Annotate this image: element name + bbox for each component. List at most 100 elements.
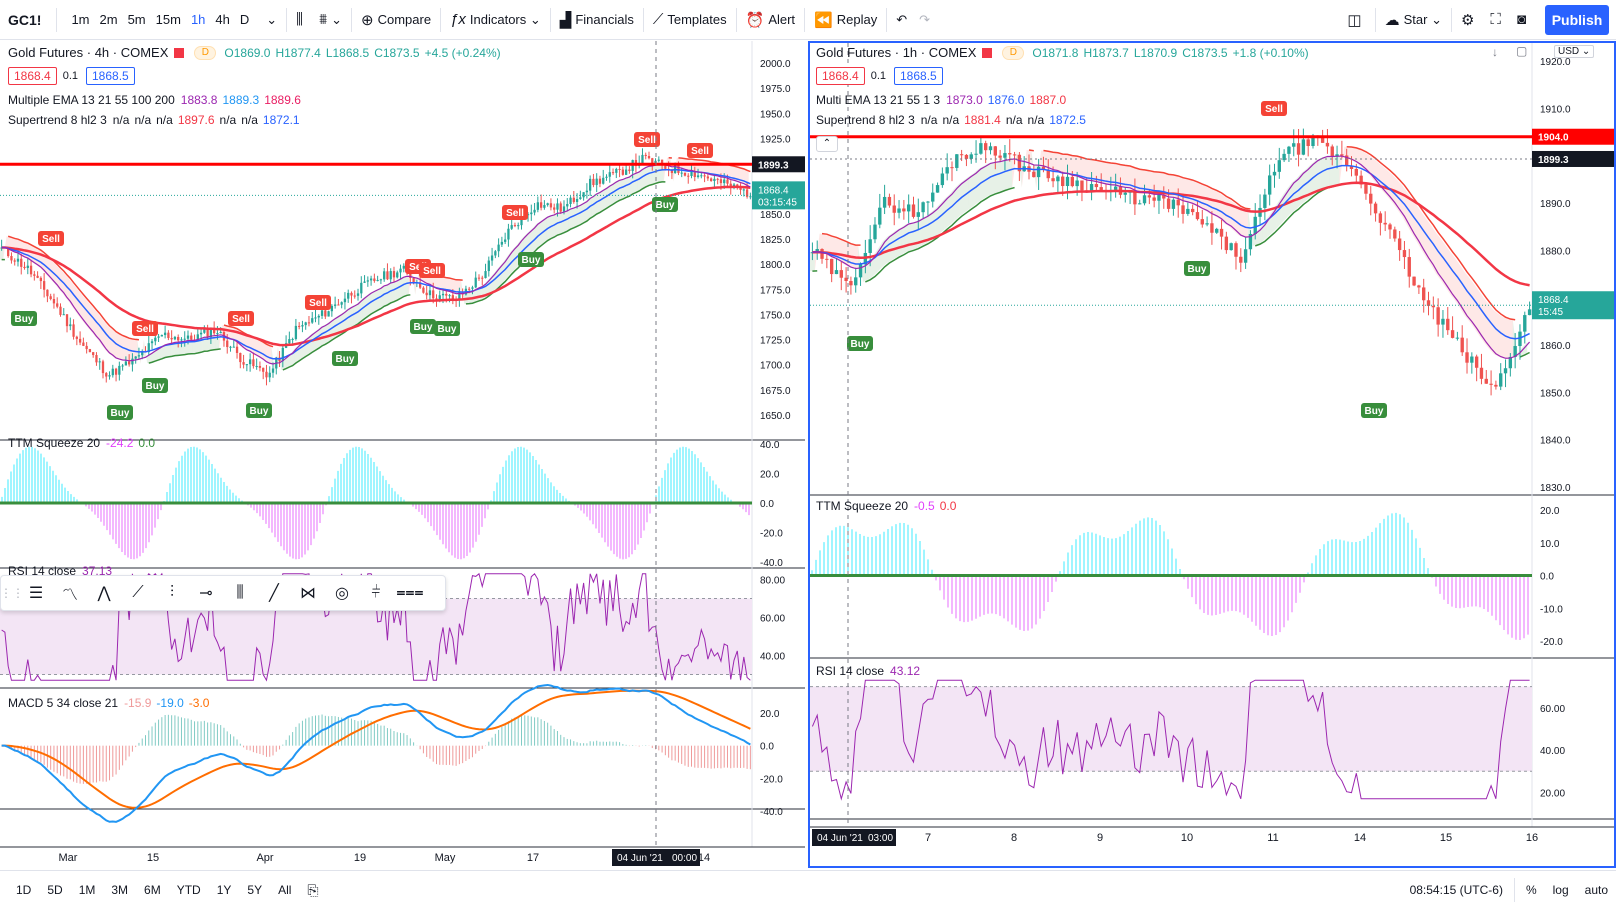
fullscreen-icon[interactable]: ⛶: [1490, 11, 1501, 28]
buy-price-box[interactable]: 1868.5: [86, 67, 135, 85]
dotted-price-tag: [1532, 150, 1614, 167]
gann-tool-icon[interactable]: ◎: [335, 585, 349, 602]
candle-body: [1075, 180, 1079, 187]
candle-body: [940, 173, 945, 186]
left-ttm-legend[interactable]: TTM Squeeze 20 -24.2 0.0: [8, 436, 160, 450]
ray-tool-icon[interactable]: ╱: [269, 585, 279, 602]
candle-body: [33, 274, 36, 276]
collapse-legend-chevron-up-icon[interactable]: ⌃: [816, 136, 838, 152]
supertrend-fill: [398, 277, 403, 299]
interval-dropdown-icon[interactable]: ⌄: [266, 11, 278, 27]
templates-button[interactable]: ⟋ Templates: [647, 0, 733, 40]
replay-button[interactable]: ⏪ Replay: [808, 0, 883, 40]
interval-5m[interactable]: 5m: [127, 12, 146, 27]
candle-body: [226, 340, 229, 348]
candle-body: [611, 172, 615, 174]
indicators-button[interactable]: ƒx Indicators ⌄: [450, 11, 541, 28]
candle-body: [1195, 212, 1200, 220]
interval-4h[interactable]: 4h: [215, 12, 230, 27]
range-3M[interactable]: 3M: [111, 883, 129, 897]
settings-lines-icon[interactable]: ⩶: [396, 584, 424, 601]
supertrend-fill: [631, 173, 635, 194]
symbol-search[interactable]: GC1!: [8, 11, 42, 28]
left-ema-legend[interactable]: Multiple EMA 13 21 55 100 200 1883.8 188…: [8, 93, 306, 107]
auto-scale-toggle[interactable]: auto: [1584, 883, 1608, 897]
divider: [56, 7, 58, 32]
log-scale-toggle[interactable]: log: [1552, 883, 1569, 897]
elliott-wave-tool-icon[interactable]: 〽: [61, 587, 78, 604]
chart-type-icon[interactable]: ⩩ ⌄: [319, 11, 342, 28]
interval-15m[interactable]: 15m: [155, 12, 181, 27]
publish-button[interactable]: Publish: [1545, 5, 1609, 35]
percent-scale-toggle[interactable]: %: [1525, 883, 1537, 897]
left-rsi-legend[interactable]: RSI 14 close 37.13: [8, 564, 117, 578]
lines-tool-icon[interactable]: ☰: [28, 585, 44, 602]
bar-style-icon[interactable]: ⫼: [296, 11, 304, 28]
settings-gear-icon[interactable]: ⚙: [1460, 11, 1475, 29]
range-5D[interactable]: 5D: [47, 883, 63, 897]
right-ema-legend[interactable]: Multi EMA 13 21 55 1 3 1873.0 1876.0 188…: [816, 93, 1071, 107]
download-arrow-icon[interactable]: ↓: [1492, 45, 1498, 59]
compare-button[interactable]: ⊕ Compare: [355, 0, 437, 40]
buy-price-box[interactable]: 1868.5: [894, 67, 943, 85]
parallel-channel-icon[interactable]: ⫩: [371, 584, 381, 601]
maximize-pane-icon[interactable]: ▢: [1516, 44, 1528, 58]
right-supertrend-legend[interactable]: Supertrend 8 hl2 3 n/a n/a 1881.4 n/a n/…: [816, 113, 1091, 127]
pattern-tool-icon[interactable]: ⋈: [300, 585, 316, 602]
camera-icon[interactable]: ◙: [1516, 11, 1526, 28]
financials-button[interactable]: ▟ Financials: [554, 0, 640, 40]
interval-2m[interactable]: 2m: [99, 12, 118, 27]
supertrend-fill: [555, 213, 560, 236]
fib-tool-icon[interactable]: ⫶: [169, 584, 174, 601]
supertrend-fill: [1214, 190, 1220, 219]
left-chart-pane[interactable]: 2000.01975.01950.01925.01900.01875.01850…: [0, 41, 805, 868]
rsi-band: [810, 686, 1532, 772]
currency-select[interactable]: USD ⌄: [1554, 45, 1595, 58]
range-1M[interactable]: 1M: [78, 883, 96, 897]
right-chart-pane[interactable]: 1920.01910.01900.01890.01880.01870.01860…: [808, 41, 1616, 868]
horizontal-ray-icon[interactable]: ⊸: [199, 585, 213, 602]
abc-pattern-tool-icon[interactable]: ⋀: [97, 585, 111, 602]
range-6M[interactable]: 6M: [144, 883, 161, 897]
supertrend-fill: [920, 216, 926, 247]
supertrend-fill: [431, 274, 435, 289]
candle-body: [624, 169, 628, 175]
candle-body: [46, 289, 49, 297]
range-1D[interactable]: 1D: [16, 883, 32, 897]
range-YTD[interactable]: YTD: [176, 883, 201, 897]
trend-line-tool-icon[interactable]: ⟋: [132, 584, 144, 601]
clock-readout[interactable]: 08:54:15 (UTC-6): [1409, 883, 1503, 897]
flag-icon[interactable]: [982, 47, 993, 58]
undo-icon[interactable]: ↶: [896, 11, 908, 27]
left-macd-legend[interactable]: MACD 5 34 close 21 -15.9 -19.0 -3.0: [8, 696, 214, 710]
range-5Y[interactable]: 5Y: [247, 883, 263, 897]
range-All[interactable]: All: [278, 883, 292, 897]
right-rsi-legend[interactable]: RSI 14 close 43.12: [816, 664, 925, 678]
interval-1h[interactable]: 1h: [190, 12, 206, 27]
drag-handle-icon[interactable]: ⋮⋮: [0, 586, 24, 600]
candle-body: [1441, 318, 1445, 325]
interval-1m[interactable]: 1m: [71, 12, 90, 27]
candle-body: [628, 169, 631, 171]
goto-date-icon[interactable]: ⎘: [307, 881, 319, 898]
layout-icon[interactable]: ◫: [1347, 11, 1362, 29]
candle-body: [513, 225, 517, 227]
star-button[interactable]: ☁ Star ⌄: [1384, 11, 1442, 29]
left-chart-canvas[interactable]: 2000.01975.01950.01925.01900.01875.01850…: [0, 41, 805, 868]
supertrend-fill: [988, 162, 993, 196]
sell-price-box[interactable]: 1868.4: [816, 67, 865, 85]
st-value: n/a: [1005, 113, 1023, 127]
redo-icon[interactable]: ↷: [919, 11, 931, 27]
candle-body: [62, 314, 65, 316]
right-chart-canvas[interactable]: 1920.01910.01900.01890.01880.01870.01860…: [810, 43, 1614, 866]
range-1Y[interactable]: 1Y: [216, 883, 232, 897]
macd-value: -19.0: [156, 696, 184, 710]
left-supertrend-legend[interactable]: Supertrend 8 hl2 3 n/a n/a n/a 1897.6 n/…: [8, 113, 305, 127]
sell-price-box[interactable]: 1868.4: [8, 67, 57, 85]
interval-D[interactable]: D: [239, 12, 250, 27]
flag-icon[interactable]: [174, 47, 185, 58]
candles-tool-icon[interactable]: ⫼: [236, 584, 244, 601]
right-ttm-legend[interactable]: TTM Squeeze 20 -0.5 0.0: [816, 499, 961, 513]
alert-button[interactable]: ⏰ Alert: [740, 0, 801, 40]
supertrend-fill: [376, 288, 380, 311]
